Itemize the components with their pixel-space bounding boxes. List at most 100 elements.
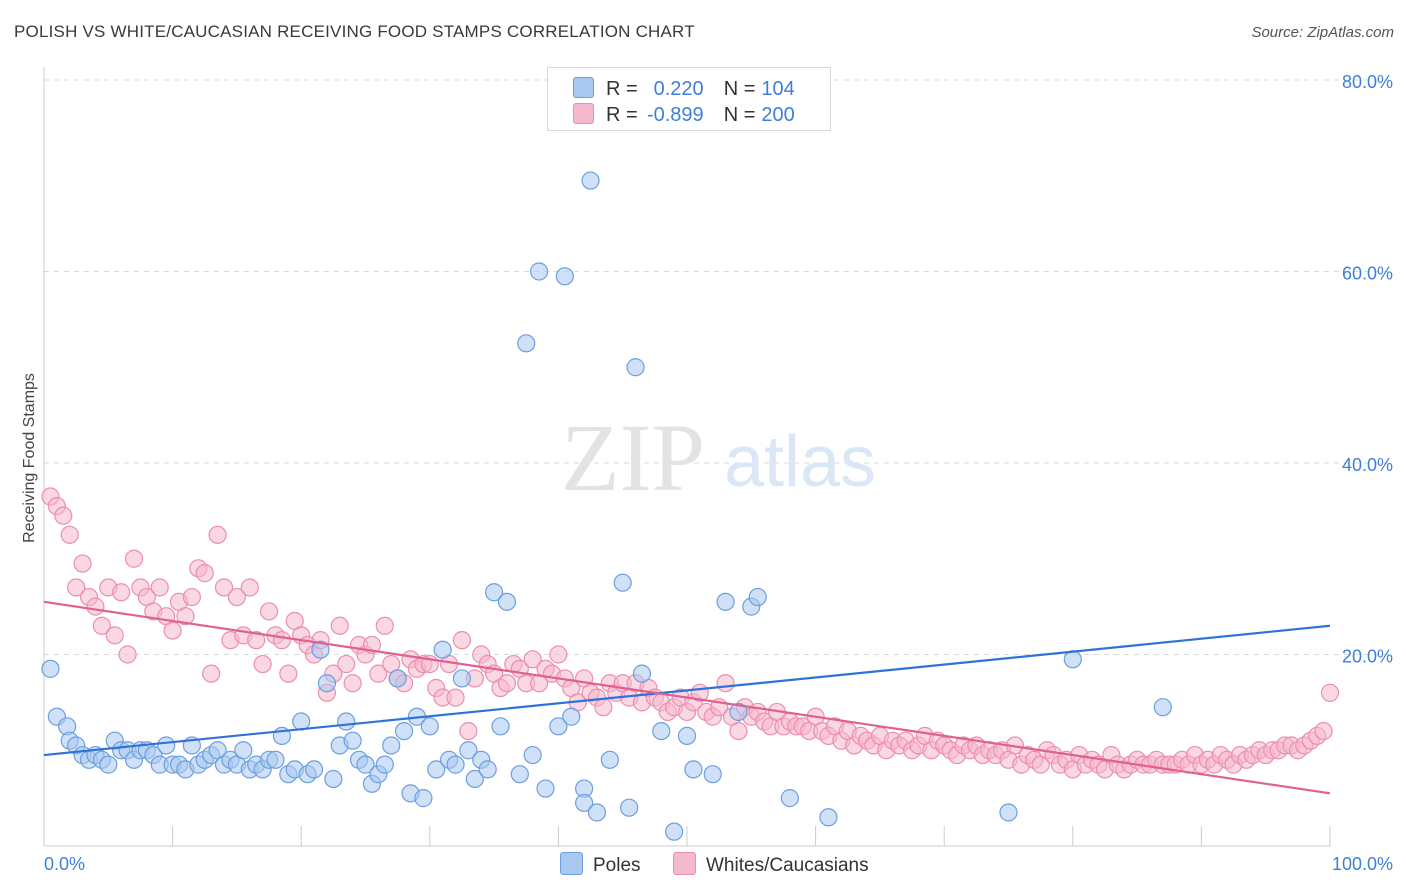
- poles-point: [497, 592, 517, 611]
- whites-point: [67, 578, 86, 597]
- whites-point: [247, 631, 266, 650]
- whites-points: [41, 487, 1340, 779]
- poles-point: [517, 334, 536, 353]
- whites-point: [716, 674, 735, 693]
- poles-swatch: [573, 77, 594, 98]
- poles-point: [510, 765, 529, 784]
- poles-point: [388, 669, 407, 688]
- poles-point: [999, 803, 1018, 822]
- poles-point: [427, 760, 446, 779]
- poles-point: [555, 267, 574, 286]
- whites-swatch: [573, 103, 594, 124]
- poles-point: [375, 755, 394, 774]
- poles-point: [1153, 698, 1172, 717]
- whites-point: [337, 654, 356, 674]
- watermark: ZIP atlas: [561, 404, 876, 511]
- whites-point: [279, 664, 298, 683]
- y-tick-label: 80.0%: [1342, 72, 1393, 92]
- whites-point: [163, 621, 182, 640]
- whites-point: [240, 578, 259, 597]
- poles-point: [465, 769, 484, 789]
- poles-point: [41, 659, 60, 678]
- whites-point: [124, 549, 144, 568]
- whites-point: [214, 578, 234, 597]
- whites-legend-label: Whites/Caucasians: [706, 855, 869, 876]
- poles-point: [485, 583, 504, 602]
- poles-point: [394, 721, 414, 741]
- poles-point: [600, 750, 619, 769]
- r-label: R =: [606, 78, 638, 100]
- poles-point: [420, 717, 439, 736]
- poles-point: [780, 789, 799, 808]
- whites-point: [272, 631, 292, 650]
- source-label: Source: ZipAtlas.com: [1251, 24, 1394, 41]
- axes: [43, 67, 1331, 847]
- poles-point: [343, 731, 362, 750]
- poles-point: [626, 358, 645, 377]
- whites-point: [118, 645, 137, 664]
- whites-point: [549, 645, 568, 664]
- whites-point: [1320, 683, 1340, 702]
- whites-point: [497, 674, 517, 693]
- poles-point: [652, 721, 671, 741]
- whites-swatch: [673, 852, 696, 875]
- poles-legend-label: Poles: [593, 855, 641, 876]
- bottom-legend-whites: Whites/Caucasians: [673, 852, 869, 877]
- whites-point: [369, 664, 388, 683]
- tick-labels: 20.0% 40.0% 60.0% 80.0% 0.0% 100.0%: [44, 72, 1393, 874]
- whites-point: [330, 616, 349, 635]
- whites-n-value: 200: [761, 104, 795, 126]
- legend: R = 0.220 N = 104 R = -0.899 N = 200: [547, 67, 831, 131]
- whites-point: [112, 583, 131, 602]
- whites-point: [73, 554, 92, 573]
- poles-point: [452, 669, 472, 688]
- whites-point: [459, 721, 478, 741]
- whites-point: [195, 564, 214, 583]
- whites-point: [208, 525, 227, 544]
- poles-point: [304, 760, 324, 779]
- bottom-legend-poles: Poles: [560, 852, 641, 877]
- poles-point: [819, 808, 838, 827]
- poles-point: [677, 726, 697, 745]
- whites-point: [343, 674, 362, 693]
- x-tick-label-left: 0.0%: [44, 854, 85, 874]
- whites-point: [60, 525, 79, 544]
- poles-point: [748, 587, 767, 607]
- whites-trend-line: [43, 600, 1331, 795]
- whites-point: [54, 506, 73, 525]
- poles-point: [157, 736, 176, 755]
- poles-trend-line: [43, 624, 1331, 757]
- poles-point: [562, 707, 581, 726]
- poles-point: [523, 745, 542, 765]
- poles-point: [620, 798, 639, 817]
- poles-point: [729, 702, 748, 722]
- poles-point: [459, 741, 478, 760]
- y-tick-label: 40.0%: [1342, 455, 1393, 475]
- poles-point: [716, 592, 735, 611]
- poles-point: [665, 822, 684, 841]
- n-label: N =: [723, 104, 756, 126]
- poles-point: [266, 750, 285, 769]
- r-label: R =: [606, 104, 638, 126]
- y-tick-label: 60.0%: [1342, 264, 1393, 284]
- whites-point: [86, 597, 105, 616]
- gridlines: [44, 79, 1392, 655]
- whites-point: [150, 578, 169, 597]
- poles-point: [1063, 650, 1082, 669]
- poles-point: [382, 736, 401, 755]
- poles-point: [337, 712, 356, 731]
- whites-point: [105, 626, 124, 645]
- whites-point: [227, 587, 246, 607]
- whites-point: [1314, 721, 1333, 741]
- poles-point: [613, 573, 632, 592]
- watermark-atlas: atlas: [724, 422, 876, 502]
- chart-title: POLISH VS WHITE/CAUCASIAN RECEIVING FOOD…: [14, 22, 695, 41]
- whites-point: [253, 654, 272, 674]
- whites-point: [182, 587, 201, 607]
- n-label: N =: [723, 78, 756, 100]
- poles-point: [536, 779, 555, 798]
- legend-row-whites: R = -0.899 N = 200: [573, 103, 805, 126]
- poles-point: [414, 789, 433, 808]
- poles-point: [99, 755, 118, 774]
